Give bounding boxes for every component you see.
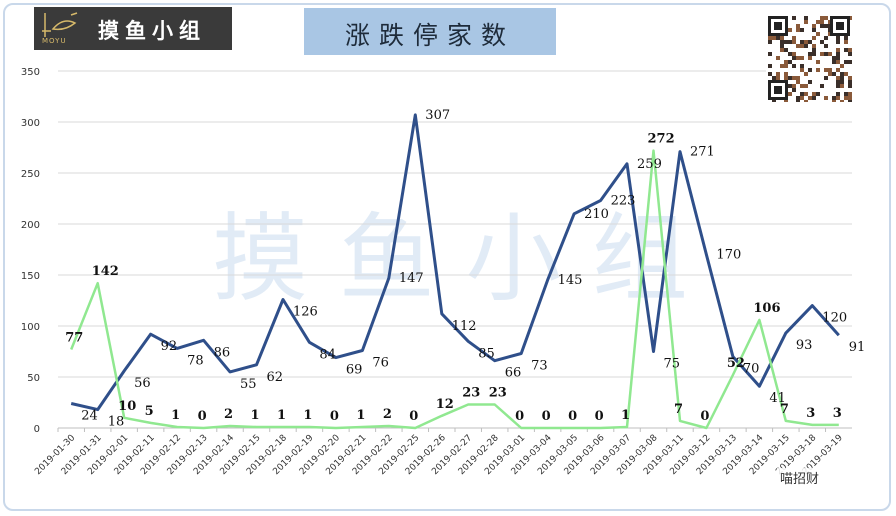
chart-frame xyxy=(3,3,891,511)
data-label-series-2: 7 xyxy=(674,402,683,417)
data-label-series-2: 0 xyxy=(595,409,604,424)
y-tick-label: 0 xyxy=(34,424,40,435)
data-label-series-2: 0 xyxy=(700,409,709,424)
data-label-series-1: 62 xyxy=(267,370,284,385)
data-label-series-1: 271 xyxy=(690,145,715,160)
data-label-series-2: 0 xyxy=(515,409,524,424)
data-label-series-2: 1 xyxy=(356,408,365,423)
data-label-series-1: 259 xyxy=(637,157,662,172)
data-label-series-1: 84 xyxy=(319,347,336,362)
watermark-text: 摸 鱼 小 组 xyxy=(212,203,688,315)
data-label-series-2: 0 xyxy=(409,409,418,424)
fish-logo-icon xyxy=(42,12,78,37)
data-label-series-2: 12 xyxy=(436,397,454,412)
data-label-series-1: 70 xyxy=(743,362,760,377)
data-label-series-2: 142 xyxy=(92,264,119,279)
data-label-series-2: 3 xyxy=(806,406,815,421)
data-label-series-2: 1 xyxy=(303,408,312,423)
y-tick-label: 200 xyxy=(21,220,40,231)
data-label-series-2: 1 xyxy=(277,408,286,423)
data-label-series-1: 93 xyxy=(796,338,813,353)
data-label-series-1: 85 xyxy=(478,346,495,361)
data-label-series-2: 2 xyxy=(383,407,392,422)
data-label-series-1: 147 xyxy=(399,271,424,286)
data-label-series-1: 56 xyxy=(134,376,151,391)
data-label-series-2: 0 xyxy=(330,409,339,424)
logo-subtext: MOYU xyxy=(42,37,67,45)
data-label-series-2: 3 xyxy=(833,406,842,421)
data-label-series-2: 5 xyxy=(145,404,154,419)
data-label-series-2: 272 xyxy=(648,132,675,147)
data-label-series-1: 73 xyxy=(531,359,548,374)
y-tick-label: 100 xyxy=(21,322,40,333)
data-label-series-2: 23 xyxy=(489,386,507,401)
data-label-series-1: 223 xyxy=(611,194,636,209)
data-label-series-1: 126 xyxy=(293,304,318,319)
chart-title-box: 涨跌停家数 xyxy=(304,8,556,55)
data-label-series-1: 69 xyxy=(346,363,363,378)
data-label-series-2: 1 xyxy=(171,408,180,423)
data-label-series-1: 66 xyxy=(505,366,522,381)
y-tick-label: 250 xyxy=(21,169,40,180)
data-label-series-1: 92 xyxy=(161,339,178,354)
data-label-series-1: 91 xyxy=(849,340,866,355)
y-tick-label: 50 xyxy=(27,373,40,384)
data-label-series-1: 120 xyxy=(822,311,847,326)
data-label-series-1: 86 xyxy=(214,345,231,360)
data-label-series-1: 170 xyxy=(716,248,741,263)
data-label-series-1: 18 xyxy=(108,415,125,430)
data-label-series-2: 0 xyxy=(542,409,551,424)
y-tick-label: 150 xyxy=(21,271,40,282)
data-label-series-1: 76 xyxy=(372,355,389,370)
data-label-series-2: 7 xyxy=(780,402,789,417)
series-line-1 xyxy=(70,113,840,412)
y-tick-label: 350 xyxy=(21,67,40,78)
data-label-series-1: 112 xyxy=(452,319,477,334)
data-label-series-2: 52 xyxy=(727,356,745,371)
data-label-series-1: 210 xyxy=(584,207,609,222)
data-label-series-2: 2 xyxy=(224,407,233,422)
data-label-series-1: 145 xyxy=(558,273,583,288)
data-label-series-1: 75 xyxy=(664,357,681,372)
data-label-series-1: 41 xyxy=(769,391,786,406)
chart-title: 涨跌停家数 xyxy=(344,21,515,50)
data-label-series-1: 78 xyxy=(187,353,204,368)
brand-watermark: 喵招财 xyxy=(777,468,823,487)
data-label-series-2: 1 xyxy=(251,408,260,423)
data-label-series-2: 106 xyxy=(753,301,780,316)
qr-code-icon xyxy=(766,14,852,102)
data-label-series-2: 0 xyxy=(568,409,577,424)
data-label-series-2: 77 xyxy=(65,330,83,345)
data-label-series-2: 10 xyxy=(118,399,136,414)
data-label-series-1: 24 xyxy=(81,409,98,424)
logo-text: 摸鱼小组 xyxy=(98,19,206,43)
data-label-series-2: 0 xyxy=(198,409,207,424)
data-label-series-2: 1 xyxy=(621,408,630,423)
series-line-2 xyxy=(70,149,839,430)
logo: MOYU 摸鱼小组 xyxy=(34,7,232,50)
data-label-series-2: 23 xyxy=(462,386,480,401)
data-label-series-1: 307 xyxy=(425,108,450,123)
data-label-series-1: 55 xyxy=(240,377,257,392)
y-tick-label: 300 xyxy=(21,118,40,129)
